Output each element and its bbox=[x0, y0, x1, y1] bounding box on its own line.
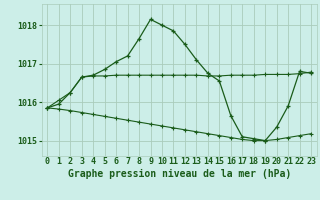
X-axis label: Graphe pression niveau de la mer (hPa): Graphe pression niveau de la mer (hPa) bbox=[68, 169, 291, 179]
